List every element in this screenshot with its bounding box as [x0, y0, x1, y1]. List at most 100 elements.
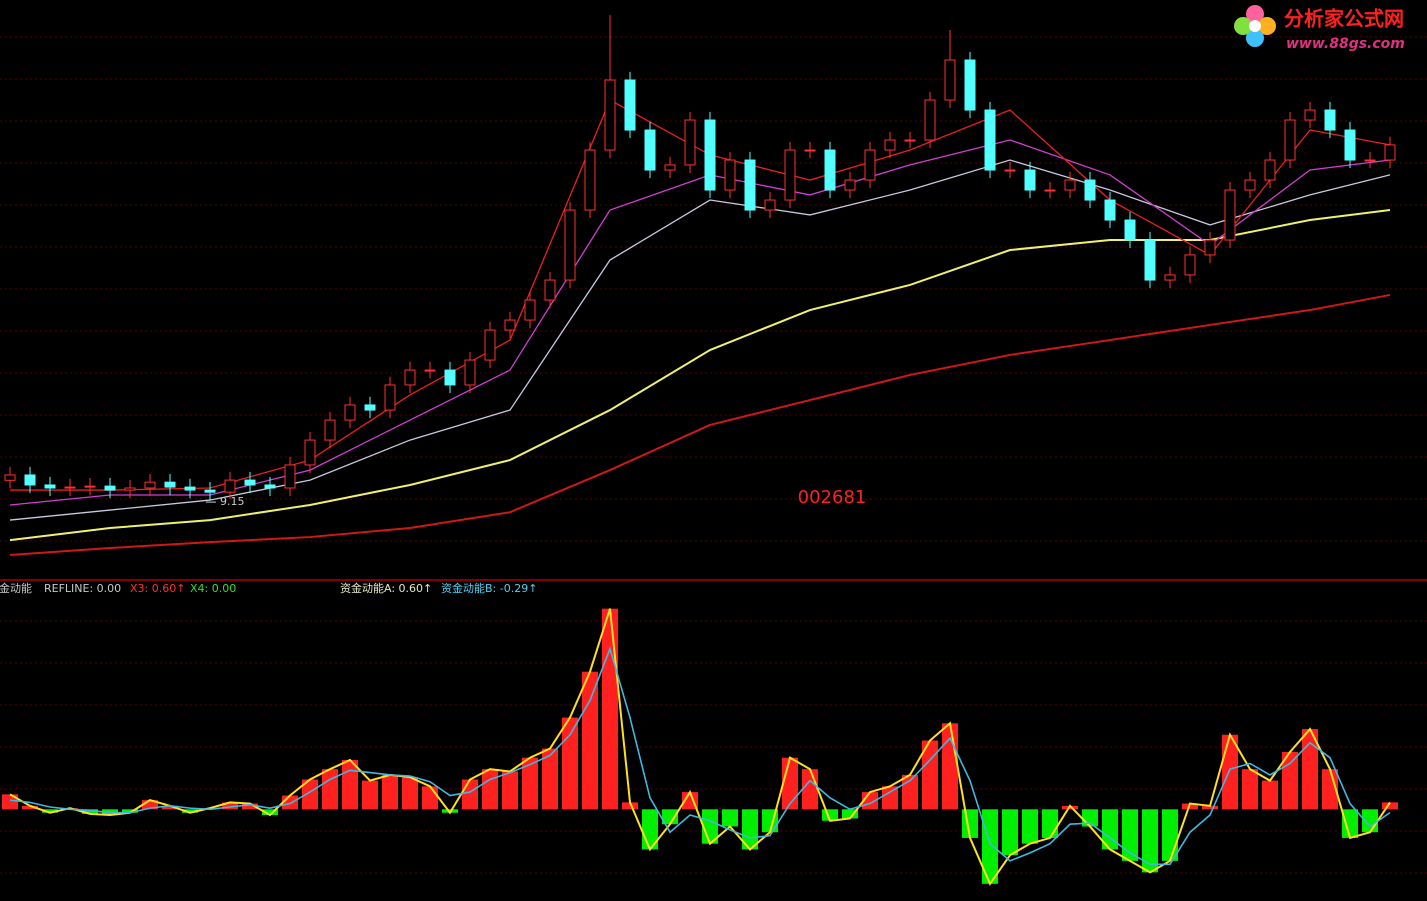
candle-body [544, 279, 556, 301]
low-label: 9.15 [220, 495, 245, 508]
histogram-bar [182, 809, 198, 813]
histogram-bar [622, 802, 638, 810]
candle-body [4, 474, 16, 481]
candle-body [484, 329, 496, 361]
candle-body [244, 479, 256, 486]
candle-body [964, 59, 976, 111]
histogram-bar [242, 803, 258, 810]
histogram-bar [362, 780, 378, 810]
candle-body [1164, 274, 1176, 281]
legend-entry: 资金动能A: 0.60↑ [340, 581, 432, 595]
candle-body [1184, 254, 1196, 276]
histogram-bar [342, 759, 358, 810]
moving-average [9, 209, 1391, 542]
candle-body [1024, 169, 1036, 191]
candle-body [844, 179, 856, 191]
signal-line [9, 646, 1391, 866]
candle-body [764, 199, 776, 211]
candle-body [804, 149, 816, 152]
candle-body [644, 129, 656, 171]
candle-body [1124, 219, 1136, 241]
histogram-bar [662, 809, 678, 825]
candle-body [1384, 144, 1396, 161]
histogram-bar [1022, 809, 1038, 844]
candle-body [664, 164, 676, 171]
legend-entry: 资金动能B: -0.29↑ [441, 581, 537, 595]
candle-body [184, 486, 196, 491]
legend-entry: 资金动能 [0, 581, 32, 595]
moving-average [9, 293, 1391, 556]
candle-body [704, 119, 716, 191]
histogram-bar [542, 748, 558, 810]
candle-body [1044, 189, 1056, 192]
candle-body [284, 464, 296, 489]
candle-body [744, 159, 756, 211]
candle-body [504, 319, 516, 331]
candle-body [444, 369, 456, 386]
candle-body [924, 99, 936, 141]
legend-entry: REFLINE: 0.00 [44, 582, 121, 595]
histogram-bar [562, 717, 578, 810]
candle-body [1284, 119, 1296, 161]
moving-average [9, 159, 1391, 521]
histogram-bar [262, 809, 278, 816]
histogram-bar [922, 740, 938, 810]
histogram-bar [1142, 809, 1158, 873]
histogram-bar [482, 769, 498, 810]
candle-body [884, 139, 896, 151]
candle-body [604, 79, 616, 151]
candle-body [1144, 239, 1156, 281]
histogram-bar [502, 771, 518, 810]
histogram-bar [842, 809, 858, 819]
logo-title: 分析家公式网 [1284, 7, 1404, 31]
candle-body [784, 149, 796, 201]
candle-body [1244, 179, 1256, 191]
candle-body [224, 479, 236, 493]
candle-body [724, 159, 736, 191]
histogram-bar [782, 757, 798, 810]
legend-entry: X4: 0.00 [190, 582, 236, 595]
histogram-bar [722, 809, 738, 827]
candle-body [1364, 159, 1376, 162]
candle-body [264, 484, 276, 489]
histogram-bar [142, 800, 158, 810]
histogram-bar [422, 786, 438, 810]
candle-body [424, 369, 436, 372]
histogram-bar [882, 786, 898, 810]
candle-body [144, 481, 156, 489]
legend-entry: X3: 0.60↑ [130, 582, 185, 595]
histogram-bar [602, 608, 618, 810]
candle-body [584, 149, 596, 211]
candle-body [824, 149, 836, 191]
histogram-bar [1042, 809, 1058, 838]
histogram-bar [1222, 734, 1238, 810]
histogram-bar [942, 723, 958, 810]
histogram-bar [162, 805, 178, 810]
candle-body [944, 59, 956, 101]
histogram-bar [1202, 805, 1218, 810]
histogram-bar [322, 769, 338, 810]
histogram-bar [2, 794, 18, 810]
candle-body [624, 79, 636, 131]
candle-body [1104, 199, 1116, 221]
candle-body [984, 109, 996, 171]
histogram-bar [42, 809, 58, 813]
histogram-bar [1322, 769, 1338, 810]
histogram-bar [1382, 802, 1398, 810]
candle-body [1064, 179, 1076, 191]
candle-body [1204, 239, 1216, 256]
candle-body [524, 299, 536, 321]
candle-body [1264, 159, 1276, 181]
histogram-bar [82, 809, 98, 814]
histogram-bar [382, 774, 398, 810]
moving-average [10, 99, 1391, 491]
histogram-bar [1002, 809, 1018, 856]
histogram-bar [1342, 809, 1358, 838]
logo-url: www.88gs.com [1286, 36, 1405, 52]
candle-body [364, 404, 376, 411]
candle-body [304, 439, 316, 466]
histogram-bar [802, 769, 818, 810]
histogram-bar [1162, 809, 1178, 861]
candle-body [324, 419, 336, 441]
